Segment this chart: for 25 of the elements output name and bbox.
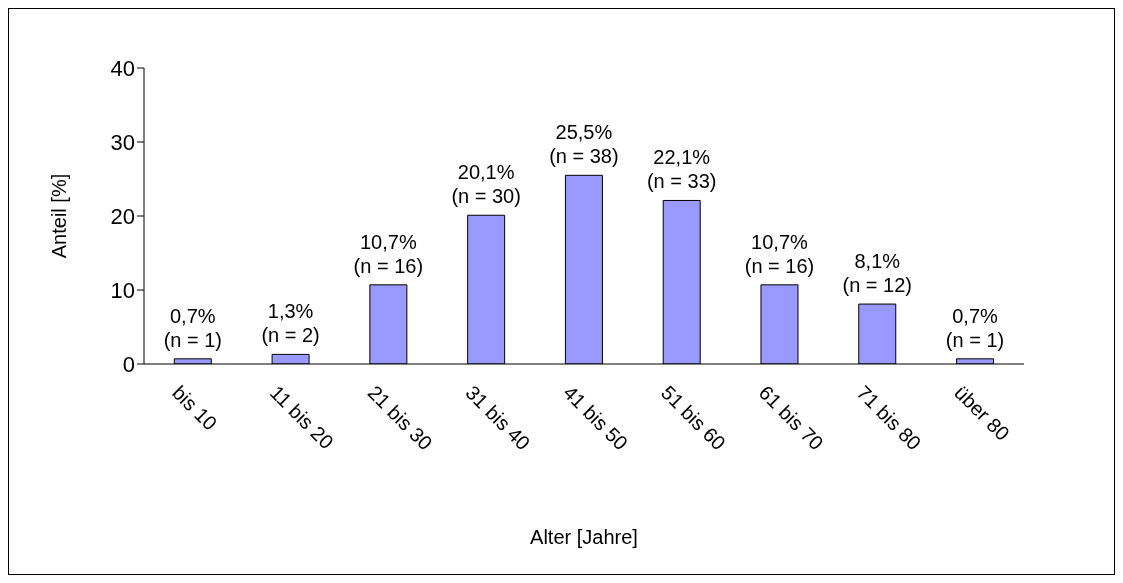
x-tick-label: 11 bis 20 [265, 381, 338, 454]
x-tick-label: 21 bis 30 [363, 381, 437, 455]
x-tick-label: 51 bis 60 [656, 381, 730, 455]
data-label: 22,1% (n = 33) [646, 146, 717, 193]
x-tick-label: bis 10 [168, 381, 222, 435]
data-label: 8,1% (n = 12) [842, 250, 912, 297]
y-tick-label: 0 [122, 351, 135, 377]
data-label: 10,7% (n = 16) [744, 230, 815, 277]
x-tick-label: 71 bis 80 [852, 381, 926, 455]
data-label: 1,3% (n = 2) [261, 300, 320, 347]
x-axis-title: Alter [Jahre] [530, 526, 638, 548]
y-axis-title: Anteil [%] [48, 173, 71, 259]
x-tick-label: 41 bis 50 [559, 381, 633, 455]
y-tick-label: 30 [110, 129, 135, 155]
data-label: 0,7% (n = 1) [163, 304, 222, 351]
x-tick-label: über 80 [950, 381, 1014, 445]
data-label: 0,7% (n = 1) [945, 304, 1005, 351]
y-tick-label: 20 [110, 203, 135, 229]
data-label: 10,7% (n = 16) [353, 230, 424, 277]
y-tick-label: 10 [110, 277, 135, 303]
x-tick-label: 31 bis 40 [461, 381, 535, 455]
x-tick-label: 61 bis 70 [754, 381, 828, 455]
y-tick-label: 40 [110, 55, 135, 81]
data-label: 25,5% (n = 38) [549, 121, 619, 168]
data-label: 20,1% (n = 30) [451, 161, 521, 208]
